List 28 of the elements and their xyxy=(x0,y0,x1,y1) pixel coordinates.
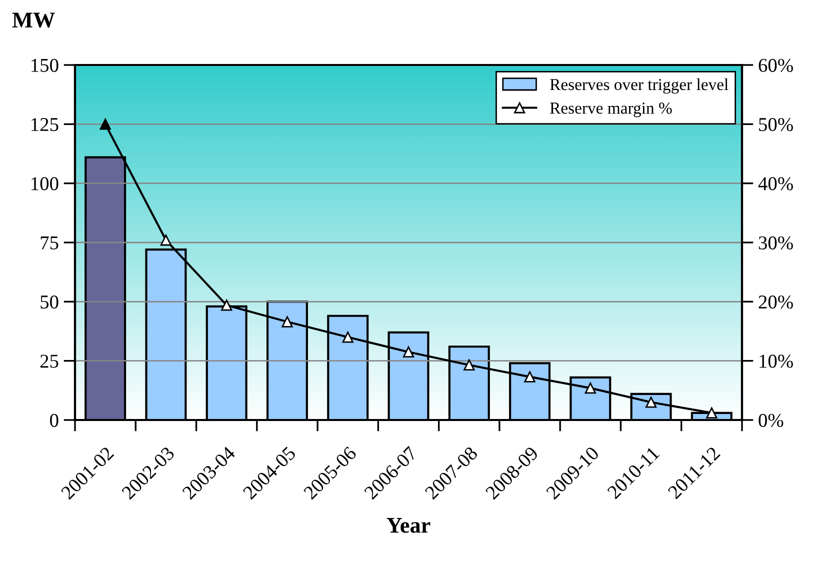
x-axis-title: Year xyxy=(386,518,430,533)
y2-tick-label: 60% xyxy=(758,58,793,72)
y-tick-label: 0 xyxy=(50,414,58,427)
point xyxy=(342,332,354,343)
y2-tick-label: 0% xyxy=(758,414,784,427)
y-tick-label: 150 xyxy=(32,58,58,72)
point xyxy=(160,234,172,246)
point xyxy=(464,359,475,371)
point xyxy=(584,382,596,394)
y-tick-label: 100 xyxy=(32,177,58,190)
point xyxy=(402,346,414,358)
y2-tick-label: 10% xyxy=(760,354,793,368)
y2-tick-label: 30% xyxy=(758,236,793,250)
y2-tick-label: 50% xyxy=(759,118,793,132)
y2-tick-label: 40% xyxy=(758,177,793,190)
legend-label: Reserve margin % xyxy=(550,102,672,118)
point xyxy=(221,300,232,311)
y-tick-label: 25 xyxy=(40,354,58,368)
y-axis-title: MW xyxy=(12,12,55,28)
y-tick-label: 125 xyxy=(32,118,58,132)
y-tick-label: 75 xyxy=(40,236,58,250)
y2-tick-label: 20% xyxy=(758,295,793,309)
y-tick-label: 50 xyxy=(40,295,58,309)
point xyxy=(282,316,293,328)
legend-label: Reserves over trigger level xyxy=(550,78,728,94)
point xyxy=(524,371,536,382)
point xyxy=(100,118,111,130)
point xyxy=(706,407,718,418)
